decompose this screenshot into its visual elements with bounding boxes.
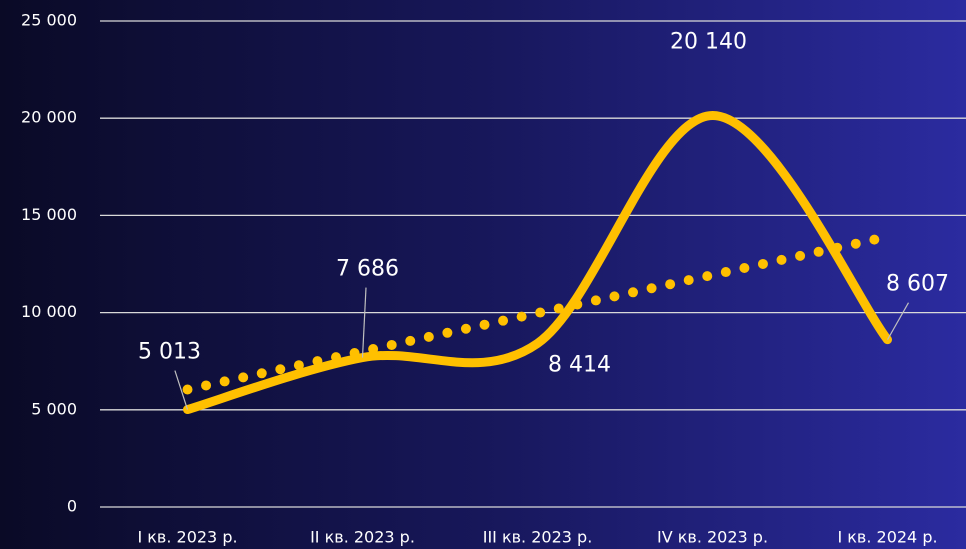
y-tick-label: 5 000 bbox=[31, 399, 77, 418]
leader-line bbox=[361, 287, 367, 358]
leader-line bbox=[886, 302, 910, 340]
x-tick-label: I кв. 2024 р. bbox=[837, 528, 937, 547]
data-label: 8 607 bbox=[886, 272, 949, 297]
data-label: 8 414 bbox=[548, 352, 611, 377]
data-label: 7 686 bbox=[336, 257, 399, 282]
x-tick-label: III кв. 2023 р. bbox=[483, 528, 593, 547]
trend-line bbox=[182, 231, 893, 395]
data-label: 5 013 bbox=[138, 340, 201, 365]
y-tick-label: 20 000 bbox=[21, 108, 77, 127]
data-line bbox=[183, 110, 892, 415]
x-tick-label: IV кв. 2023 р. bbox=[657, 528, 768, 547]
y-tick-label: 25 000 bbox=[21, 11, 77, 30]
data-label: 20 140 bbox=[670, 29, 747, 54]
y-tick-label: 10 000 bbox=[21, 302, 77, 321]
x-tick-label: I кв. 2023 р. bbox=[137, 528, 237, 547]
x-tick-label: II кв. 2023 р. bbox=[310, 528, 415, 547]
y-tick-label: 15 000 bbox=[21, 205, 77, 224]
y-tick-label: 0 bbox=[67, 497, 77, 516]
leader-line bbox=[174, 370, 189, 410]
